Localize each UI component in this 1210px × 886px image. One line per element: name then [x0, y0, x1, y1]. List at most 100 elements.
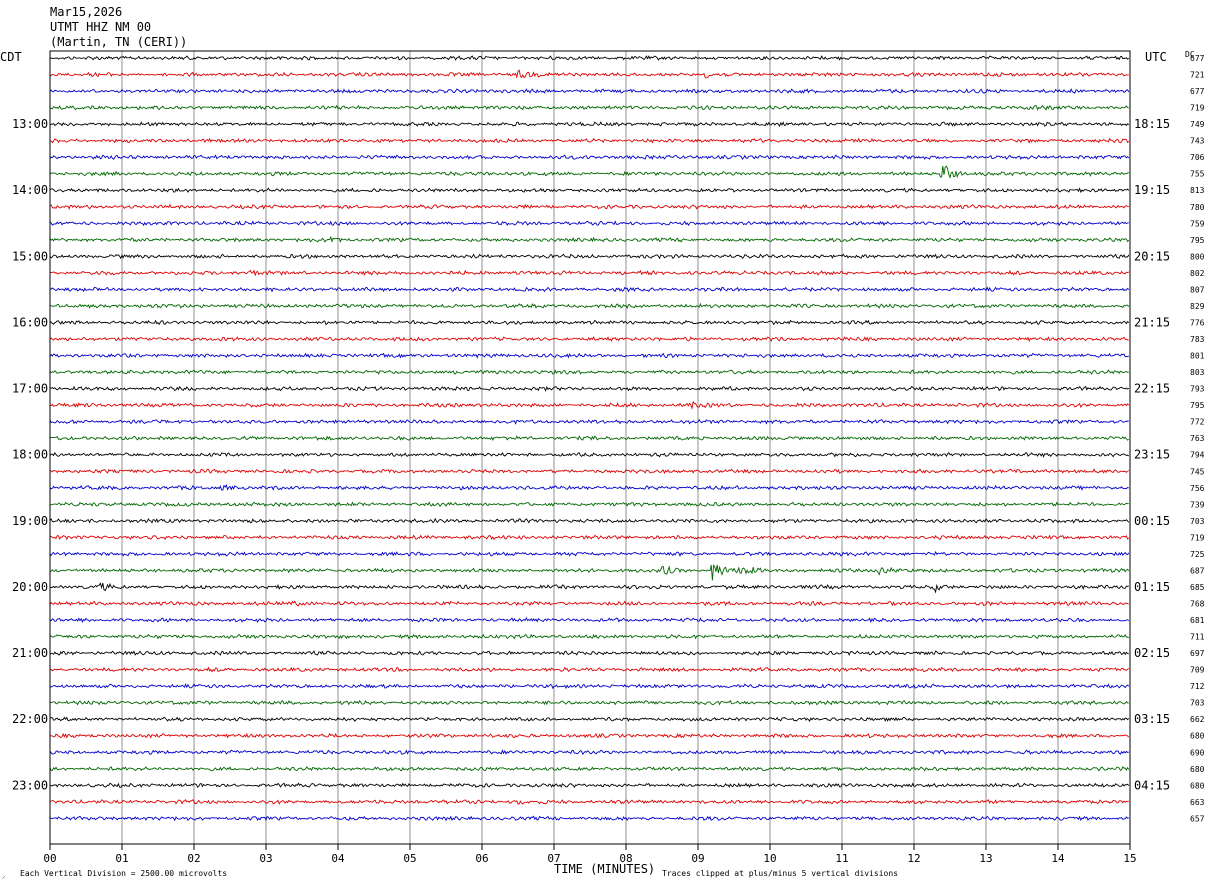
trace-row [49, 336, 1129, 343]
footer-scale-note: Each Vertical Division = 2500.00 microvo… [20, 869, 227, 878]
utc-hour-label: 04:15 [1134, 778, 1170, 792]
dc-offset-value: 749 [1190, 120, 1205, 129]
cdt-hour-label: 15:00 [12, 249, 48, 263]
dc-offset-value: 657 [1190, 814, 1205, 823]
trace-row [49, 749, 1129, 756]
trace-row [49, 154, 1130, 161]
trace-row [49, 550, 1130, 558]
x-axis-ticks: 00 01 02 03 04 05 06 07 08 09 10 11 12 13 14 15 [43, 844, 1137, 865]
trace-row [49, 319, 1130, 326]
x-tick-label: 02 [187, 852, 200, 865]
dc-offset-value: 681 [1190, 616, 1205, 625]
dc-offset-value: 802 [1190, 269, 1205, 278]
dc-offset-value: 703 [1190, 517, 1205, 526]
dc-offset-value: 719 [1190, 533, 1205, 542]
footer-clip-note: Traces clipped at plus/minus 5 vertical … [662, 869, 898, 878]
dc-offset-value: 807 [1190, 285, 1205, 294]
trace-row [49, 137, 1130, 144]
dc-offset-value: 690 [1190, 748, 1205, 757]
trace-row [49, 650, 1129, 657]
seismic-traces [49, 55, 1130, 822]
dc-offset-value: 687 [1190, 566, 1205, 575]
trace-row [49, 616, 1130, 624]
trace-row [49, 55, 1130, 61]
dc-offset-value: 803 [1190, 368, 1205, 377]
x-tick-label: 14 [1051, 852, 1065, 865]
trace-row [49, 452, 1130, 458]
trace-row [49, 815, 1129, 822]
x-tick-label: 08 [619, 852, 632, 865]
trace-row [49, 766, 1130, 772]
dc-offset-value: 706 [1190, 153, 1205, 162]
x-tick-label: 12 [907, 852, 920, 865]
trace-row [49, 484, 1129, 491]
trace-row [49, 187, 1130, 194]
utc-hour-label: 21:15 [1134, 315, 1170, 329]
dc-offset-value: 680 [1190, 765, 1205, 774]
dc-offset-value: 755 [1190, 170, 1205, 179]
dc-offset-value: 739 [1190, 500, 1205, 509]
utc-hour-label: 01:15 [1134, 580, 1170, 594]
cdt-hour-label: 14:00 [12, 183, 48, 197]
cdt-hour-label: 13:00 [12, 117, 48, 131]
dc-offset-value: 800 [1190, 252, 1205, 261]
dc-offset-value: 776 [1190, 318, 1205, 327]
dc-offset-value: 768 [1190, 599, 1205, 608]
x-tick-label: 09 [691, 852, 704, 865]
cdt-hour-label: 20:00 [12, 580, 48, 594]
dc-offset-value: 756 [1190, 484, 1205, 493]
corner-mark: ⸝ [2, 872, 6, 880]
trace-row [49, 418, 1129, 425]
cdt-hour-label: 16:00 [12, 315, 48, 329]
trace-row [49, 716, 1130, 722]
trace-row [49, 666, 1130, 673]
dc-offset-value: 685 [1190, 583, 1205, 592]
x-tick-label: 01 [115, 852, 128, 865]
x-tick-label: 05 [403, 852, 416, 865]
dc-offset-value: 677 [1190, 87, 1205, 96]
dc-offset-value: 677 [1190, 54, 1205, 63]
trace-row [49, 683, 1130, 690]
trace-row [49, 352, 1130, 359]
trace-row [49, 782, 1130, 789]
dc-offset-value: 772 [1190, 418, 1205, 427]
dc-offset-value: 680 [1190, 781, 1205, 790]
utc-hour-label: 22:15 [1134, 382, 1170, 396]
trace-row [49, 501, 1129, 508]
x-tick-label: 15 [1123, 852, 1136, 865]
x-tick-label: 07 [547, 852, 560, 865]
dc-offset-value: 763 [1190, 434, 1205, 443]
dc-offset-value: 680 [1190, 732, 1205, 741]
cdt-label: CDT [0, 50, 22, 64]
dc-offset-value: 795 [1190, 401, 1205, 410]
cdt-hour-label: 21:00 [12, 646, 48, 660]
x-tick-label: 04 [331, 852, 345, 865]
utc-hour-label: 03:15 [1134, 712, 1170, 726]
dc-offset-value: 712 [1190, 682, 1205, 691]
x-tick-label: 03 [259, 852, 272, 865]
trace-row [49, 69, 1129, 79]
dc-offset-value: 795 [1190, 236, 1205, 245]
trace-row [49, 699, 1129, 706]
trace-row [49, 369, 1129, 375]
utc-hour-label: 23:15 [1134, 448, 1170, 462]
trace-row [49, 302, 1130, 310]
dc-offset-value: 703 [1190, 699, 1205, 708]
dc-offset-value: 697 [1190, 649, 1205, 658]
utc-hour-label: 00:15 [1134, 514, 1170, 528]
trace-row [49, 582, 1129, 594]
trace-row [49, 564, 1130, 581]
trace-row [49, 235, 1130, 243]
dc-label: DC [1185, 50, 1195, 59]
dc-offset-value: 709 [1190, 666, 1205, 675]
dc-offset-value: 829 [1190, 302, 1205, 311]
x-axis-title: TIME (MINUTES) [554, 862, 655, 876]
trace-row [49, 517, 1130, 524]
dc-offset-value: 813 [1190, 186, 1205, 195]
utc-hour-label: 18:15 [1134, 117, 1170, 131]
x-tick-label: 11 [835, 852, 848, 865]
station-label: UTMT HHZ NM 00 [50, 20, 152, 34]
trace-row [49, 633, 1130, 640]
utc-label: UTC [1145, 50, 1167, 64]
